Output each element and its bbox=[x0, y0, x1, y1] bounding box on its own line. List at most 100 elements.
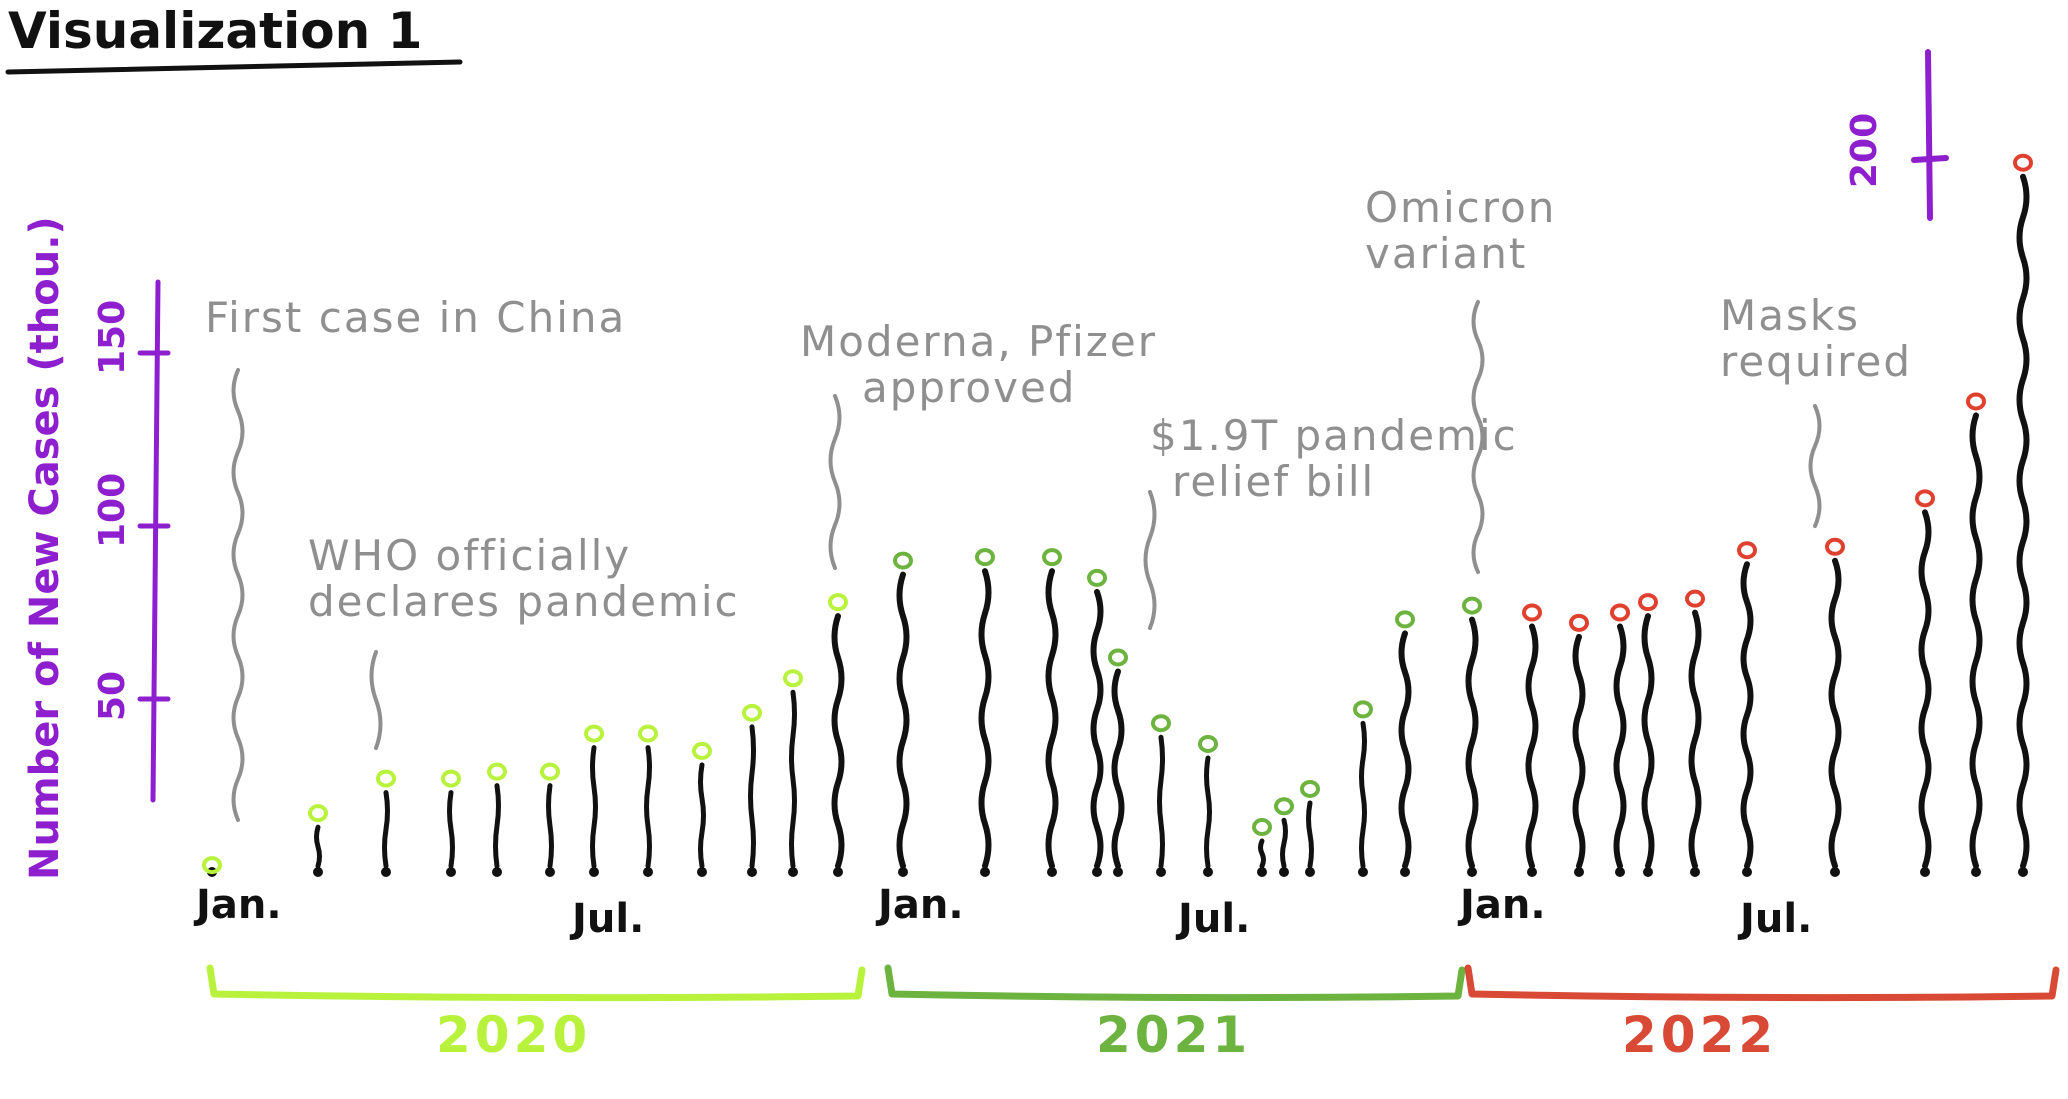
data-point-marker bbox=[1353, 700, 1373, 719]
data-point-marker bbox=[893, 551, 913, 570]
y-axis-label: Number of New Cases (thou.) bbox=[22, 216, 68, 880]
year-bracket bbox=[884, 964, 1466, 1002]
year-bracket bbox=[206, 964, 866, 1002]
stem-base-dot bbox=[492, 867, 502, 877]
stem-base-dot bbox=[589, 867, 599, 877]
stem-base-dot bbox=[1257, 867, 1267, 877]
data-stem bbox=[1572, 633, 1586, 869]
stem-base-dot bbox=[1113, 867, 1123, 877]
data-point-marker bbox=[1198, 734, 1218, 753]
stem-base-dot bbox=[1742, 867, 1752, 877]
data-stem bbox=[831, 613, 845, 869]
stem-base-dot bbox=[2018, 867, 2028, 877]
stem-base-dot bbox=[1830, 867, 1840, 877]
data-point-marker bbox=[1638, 593, 1658, 612]
data-stem bbox=[1280, 817, 1288, 869]
stem-base-dot bbox=[697, 867, 707, 877]
y-tick-label: 50 bbox=[92, 671, 133, 721]
annotation-first-case: First case in China bbox=[205, 293, 626, 342]
stem-base-dot bbox=[1467, 867, 1477, 877]
y-axis-line bbox=[150, 279, 161, 803]
stem-base-dot bbox=[1574, 867, 1584, 877]
annotation-masks: Masks bbox=[1720, 291, 1860, 340]
data-point-marker bbox=[975, 548, 995, 567]
data-point-marker bbox=[1685, 589, 1705, 608]
annotation-omicron: variant bbox=[1365, 229, 1527, 278]
chart-title: Visualization 1 bbox=[8, 2, 422, 60]
y-break-axis-line bbox=[1925, 49, 1933, 221]
data-stem bbox=[1969, 412, 1983, 869]
annotation-masks: required bbox=[1720, 337, 1912, 386]
data-stem bbox=[748, 724, 756, 869]
stem-base-dot bbox=[1971, 867, 1981, 877]
annotation-squiggle bbox=[1471, 300, 1485, 574]
data-point-marker bbox=[540, 762, 560, 781]
annotation-relief-bill: relief bill bbox=[1172, 457, 1375, 506]
annotation-omicron: Omicron bbox=[1365, 183, 1556, 232]
y-break-tick bbox=[1911, 155, 1949, 163]
year-label: 2020 bbox=[436, 1006, 591, 1064]
data-point-marker bbox=[2013, 153, 2033, 172]
data-point-marker bbox=[202, 856, 222, 875]
title-underline bbox=[5, 59, 463, 75]
data-stem bbox=[493, 783, 501, 869]
year-label: 2021 bbox=[1096, 1006, 1251, 1064]
data-point-marker bbox=[1252, 818, 1272, 837]
year-bracket bbox=[1464, 964, 2060, 1002]
stem-base-dot bbox=[1358, 867, 1368, 877]
stem-base-dot bbox=[1920, 867, 1930, 877]
x-month-label: Jul. bbox=[1175, 896, 1250, 942]
data-stem bbox=[1525, 623, 1539, 869]
data-point-marker bbox=[1087, 568, 1107, 587]
data-stem bbox=[2016, 173, 2030, 869]
data-point-marker bbox=[1274, 797, 1294, 816]
x-month-label: Jan. bbox=[875, 882, 964, 928]
data-point-marker bbox=[1825, 537, 1845, 556]
data-point-marker bbox=[1462, 596, 1482, 615]
data-stem bbox=[789, 689, 797, 869]
data-stem bbox=[1045, 568, 1059, 869]
data-stem bbox=[590, 745, 598, 869]
data-stem bbox=[1641, 613, 1655, 869]
data-stem bbox=[1398, 630, 1412, 869]
stem-base-dot bbox=[1643, 867, 1653, 877]
stem-base-dot bbox=[1305, 867, 1315, 877]
stem-base-dot bbox=[833, 867, 843, 877]
stem-base-dot bbox=[1156, 867, 1166, 877]
annotation-squiggle bbox=[1808, 404, 1822, 528]
data-point-marker bbox=[308, 804, 328, 823]
data-point-marker bbox=[1042, 548, 1062, 567]
data-point-marker bbox=[1737, 541, 1757, 560]
stem-base-dot bbox=[1047, 867, 1057, 877]
data-point-marker bbox=[1966, 392, 1986, 411]
stem-base-dot bbox=[446, 867, 456, 877]
year-label: 2022 bbox=[1622, 1006, 1777, 1064]
data-stem bbox=[1111, 668, 1125, 869]
data-point-marker bbox=[638, 724, 658, 743]
data-point-marker bbox=[742, 703, 762, 722]
data-stem bbox=[896, 571, 910, 869]
data-point-marker bbox=[1915, 489, 1935, 508]
data-point-marker bbox=[1108, 648, 1128, 667]
annotation-squiggle bbox=[369, 650, 383, 750]
data-point-marker bbox=[1569, 613, 1589, 632]
data-point-marker bbox=[487, 762, 507, 781]
data-stem bbox=[978, 568, 992, 869]
data-stem bbox=[644, 745, 652, 869]
data-stem bbox=[1090, 588, 1104, 869]
stem-base-dot bbox=[1279, 867, 1289, 877]
data-point-marker bbox=[692, 741, 712, 760]
stem-base-dot bbox=[980, 867, 990, 877]
data-stem bbox=[1306, 800, 1314, 869]
stem-base-dot bbox=[1203, 867, 1213, 877]
stem-base-dot bbox=[1615, 867, 1625, 877]
x-month-label: Jul. bbox=[569, 896, 644, 942]
data-point-marker bbox=[828, 593, 848, 612]
annotation-who: WHO officially bbox=[308, 531, 631, 580]
data-point-marker bbox=[1151, 714, 1171, 733]
annotation-vaccines: Moderna, Pfizer bbox=[800, 317, 1157, 366]
y-tick-label: 150 bbox=[92, 300, 133, 375]
stem-base-dot bbox=[545, 867, 555, 877]
data-stem bbox=[1918, 509, 1932, 869]
